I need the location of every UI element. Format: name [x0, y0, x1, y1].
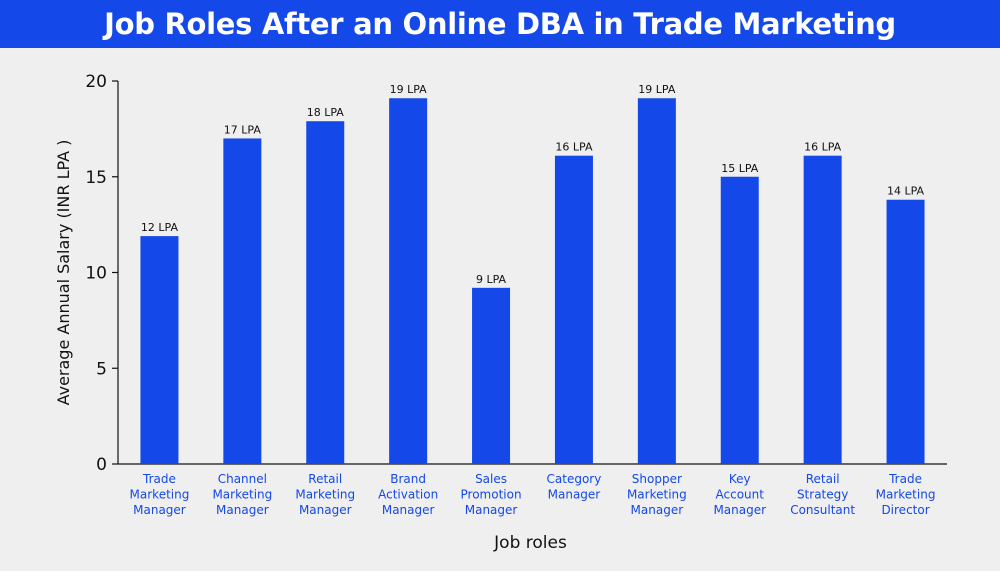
bar	[720, 176, 759, 464]
bar	[637, 98, 676, 465]
bar	[886, 199, 925, 465]
data-label: 12 LPA	[141, 221, 179, 234]
y-axis-label: Average Annual Salary (INR LPA )	[54, 140, 73, 406]
data-label: 14 LPA	[887, 185, 925, 198]
x-category-label: Trade Marketing Manager	[130, 472, 190, 517]
bar	[554, 155, 593, 464]
bar	[472, 287, 511, 464]
y-tick-label: 10	[85, 264, 107, 284]
data-labels: 12 LPA 17 LPA 18 LPA 19 LPA 9 LPA 16 LPA 19 LP…	[141, 83, 925, 286]
data-label: 17 LPA	[224, 123, 262, 136]
bar	[306, 121, 345, 464]
title-bar: Job Roles After an Online DBA in Trade M…	[0, 0, 1000, 48]
y-tick-label: 20	[85, 72, 107, 92]
data-label: 16 LPA	[555, 141, 593, 154]
x-category-label: Channel Marketing Manager	[212, 472, 272, 517]
y-tick-label: 5	[96, 359, 107, 379]
bar	[803, 155, 842, 464]
bar	[389, 98, 428, 465]
x-category-label: Brand Activation Manager	[378, 472, 438, 517]
bar-chart: 0 5 10 15 20 12 LPA 17 LPA 18 LPA 19 LPA 9 LPA 16…	[54, 72, 947, 553]
x-category-label: Trade Marketing Director	[876, 472, 936, 517]
data-label: 15 LPA	[721, 162, 759, 175]
data-label: 19 LPA	[390, 83, 428, 96]
x-category-labels: Trade Marketing Manager Channel Marketing Man…	[130, 472, 936, 517]
data-label: 18 LPA	[307, 106, 345, 119]
chart-area: 0 5 10 15 20 12 LPA 17 LPA 18 LPA 19 LPA 9 LPA 16…	[0, 48, 1000, 566]
bars	[140, 98, 925, 465]
bar	[223, 138, 262, 464]
chart-title: Job Roles After an Online DBA in Trade M…	[104, 7, 896, 41]
data-label: 16 LPA	[804, 141, 842, 154]
x-category-label: Retail Strategy Consultant	[790, 472, 855, 517]
y-tick-label: 15	[85, 168, 107, 188]
x-category-label: Retail Marketing Manager	[295, 472, 355, 517]
x-category-label: Shopper Marketing Manager	[627, 472, 687, 517]
y-ticks: 0 5 10 15 20	[85, 72, 118, 475]
y-tick-label: 0	[96, 455, 107, 475]
data-label: 19 LPA	[638, 83, 676, 96]
x-axis-label: Job roles	[493, 533, 567, 553]
x-category-label: Key Account Manager	[713, 472, 766, 517]
x-category-label: Sales Promotion Manager	[461, 472, 522, 517]
data-label: 9 LPA	[476, 273, 507, 286]
x-category-label: Category Manager	[547, 472, 602, 502]
bar	[140, 236, 179, 464]
